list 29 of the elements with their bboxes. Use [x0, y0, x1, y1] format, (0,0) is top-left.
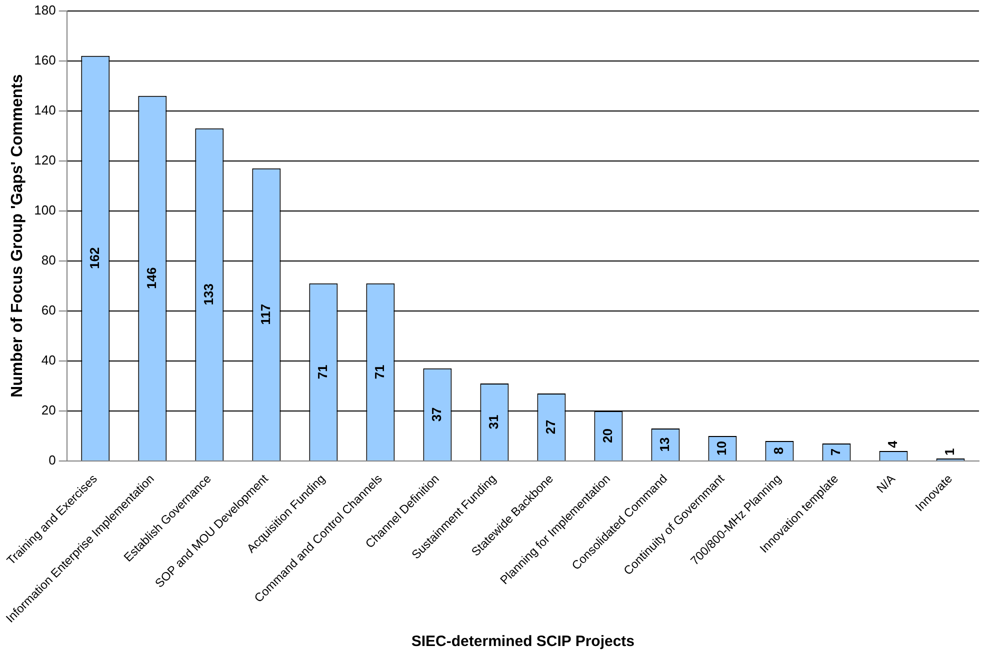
- data-label: 133: [200, 284, 216, 306]
- data-label: 37: [429, 407, 444, 422]
- data-label: 4: [885, 440, 900, 448]
- y-tick-label: 80: [41, 252, 56, 268]
- data-label: 13: [657, 437, 672, 452]
- data-label: 20: [600, 428, 616, 443]
- y-tick-label: 120: [34, 152, 56, 168]
- y-axis-title: Number of Focus Group 'Gaps' Comments: [9, 74, 26, 398]
- y-tick-label: 180: [34, 2, 56, 18]
- y-tick-label: 140: [34, 102, 56, 118]
- data-label: 10: [714, 440, 730, 456]
- y-tick-label: 0: [48, 452, 56, 468]
- y-tick-label: 20: [41, 402, 56, 418]
- data-label: 7: [828, 448, 844, 456]
- data-label: 162: [86, 247, 102, 269]
- data-label: 27: [543, 420, 558, 434]
- data-label: 8: [771, 447, 786, 454]
- y-tick-label: 100: [34, 202, 56, 218]
- y-tick-label: 160: [34, 52, 56, 68]
- data-label: 146: [144, 267, 159, 289]
- data-label: 117: [258, 304, 273, 325]
- data-label: 71: [372, 364, 388, 380]
- x-axis-title: SIEC-determined SCIP Projects: [411, 633, 635, 650]
- y-tick-label: 40: [41, 352, 56, 368]
- data-label: 71: [315, 364, 330, 380]
- x-tick-label: N/A: [874, 472, 898, 496]
- data-label: 1: [942, 448, 958, 456]
- y-tick-label: 60: [41, 302, 56, 318]
- data-label: 31: [486, 414, 502, 430]
